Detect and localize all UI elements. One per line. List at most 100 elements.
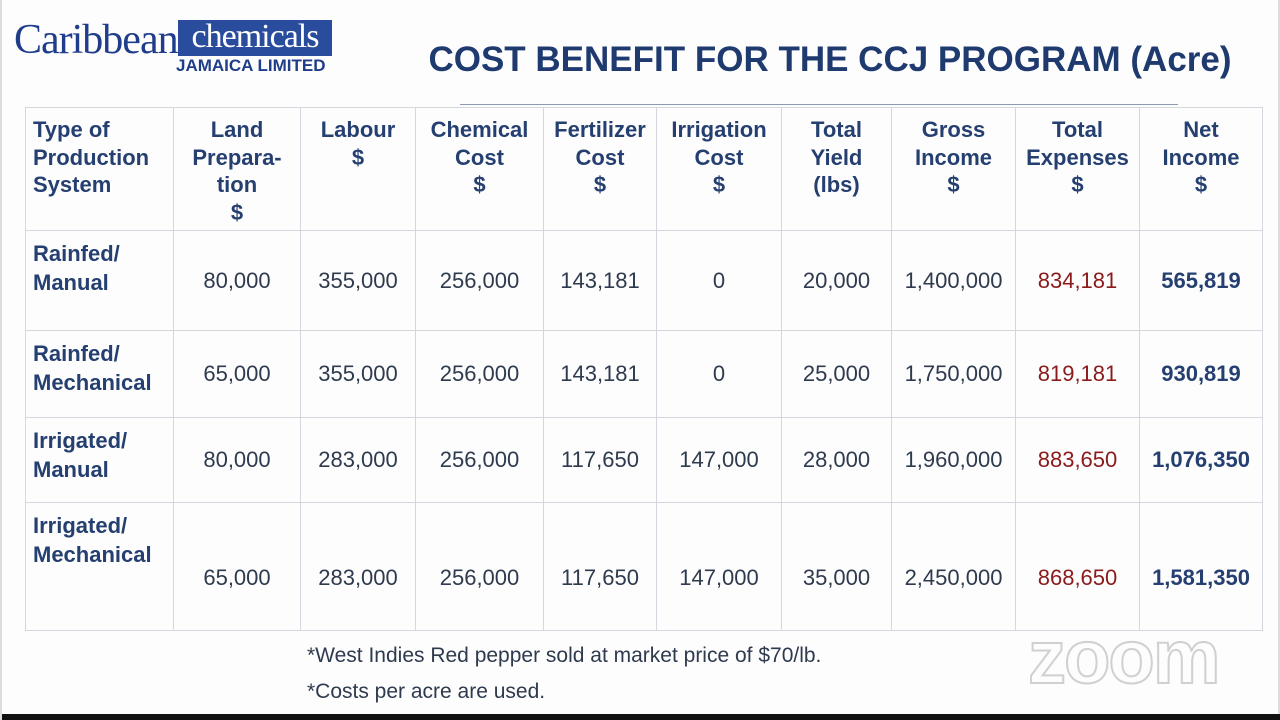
header-text: Income — [1162, 144, 1240, 170]
row-label-text: Manual — [33, 270, 109, 295]
header-cell: Net Income $ — [1139, 107, 1263, 231]
cell: 1,400,000 — [891, 230, 1016, 331]
cell: 20,000 — [781, 230, 892, 331]
bottom-bar — [2, 714, 1280, 720]
cell: 930,819 — [1139, 330, 1263, 418]
header-text: Cost — [575, 144, 625, 170]
row-label: Rainfed/Mechanical — [25, 330, 174, 418]
cell: 868,650 — [1015, 502, 1140, 631]
cell: 1,581,350 — [1139, 502, 1263, 631]
row-label-text: Irrigated/ — [33, 513, 128, 538]
header-text: Labour — [320, 117, 396, 142]
header-text: Fertilizer — [554, 117, 646, 142]
header-text: $ — [230, 199, 244, 225]
slide-title: COST BENEFIT FOR THE CCJ PROGRAM (Acre) — [428, 40, 1232, 79]
cell: 355,000 — [300, 330, 416, 418]
cell: 143,181 — [543, 230, 657, 331]
cell: 0 — [656, 230, 782, 331]
header-cell: Type of Production System — [25, 107, 174, 231]
header-text: Income — [914, 144, 993, 170]
cell: 1,076,350 — [1139, 417, 1263, 503]
cost-table: Type of Production System Land Prepara-tion $… — [25, 107, 1263, 631]
data-row: Irrigated/Manual 80,000 283,000 256,000 117,… — [25, 417, 1263, 503]
cell: 256,000 — [415, 230, 544, 331]
data-row: Irrigated/Mechanical 65,000 283,000 256,000… — [25, 502, 1263, 631]
cell: 256,000 — [415, 417, 544, 503]
header-text: Total — [1052, 117, 1103, 142]
cell: 80,000 — [173, 417, 301, 503]
cell: 147,000 — [656, 417, 782, 503]
cell: 834,181 — [1015, 230, 1140, 331]
cell: 117,650 — [543, 417, 657, 503]
header-text: $ — [351, 144, 365, 170]
row-label-text: Rainfed/ — [33, 241, 120, 266]
cell: 355,000 — [300, 230, 416, 331]
header-text: $ — [593, 172, 607, 197]
cell: 283,000 — [300, 417, 416, 503]
header-text: $ — [1071, 172, 1084, 197]
header-cell: Fertilizer Cost $ — [543, 107, 657, 231]
cell: 1,750,000 — [891, 330, 1016, 418]
header-cell: Labour $ — [300, 107, 416, 231]
cell: 883,650 — [1015, 417, 1140, 503]
logo-subtitle: JAMAICA LIMITED — [176, 56, 326, 75]
header-text: (lbs) — [813, 172, 860, 197]
cell: 1,960,000 — [891, 417, 1016, 503]
header-cell: Land Prepara-tion $ — [173, 107, 301, 231]
cell: 256,000 — [415, 502, 544, 631]
header-text: Production — [33, 144, 150, 170]
cell: 565,819 — [1139, 230, 1263, 331]
row-label-text: Manual — [33, 457, 109, 482]
header-text: Type of — [33, 117, 110, 142]
row-label-text: Mechanical — [33, 370, 152, 395]
cell: 0 — [656, 330, 782, 418]
cell: 283,000 — [300, 502, 416, 631]
logo-text: Caribbean — [14, 17, 179, 63]
header-cell: Chemical Cost $ — [415, 107, 544, 231]
header-text: Yield — [810, 144, 863, 170]
data-row: Rainfed/Mechanical 65,000 355,000 256,000 14… — [25, 330, 1263, 418]
header-text: Land — [210, 117, 264, 142]
header-text: tion — [216, 172, 258, 197]
cell: 147,000 — [656, 502, 782, 631]
watermark: zoom — [1027, 614, 1221, 701]
row-label-text: Irrigated/ — [33, 428, 128, 453]
header-cell: Total Yield (lbs) — [781, 107, 892, 231]
header-text: Cost — [455, 144, 504, 170]
footnote: *Costs per acre are used. — [307, 680, 546, 703]
cell: 2,450,000 — [891, 502, 1016, 631]
header-text: $ — [1194, 172, 1208, 197]
cell: 819,181 — [1015, 330, 1140, 418]
title-rule — [460, 104, 1178, 105]
header-text: Net — [1183, 117, 1219, 142]
data-row: Rainfed/Manual 80,000 355,000 256,000 143,18… — [25, 230, 1263, 331]
cell: 28,000 — [781, 417, 892, 503]
header-text: Total — [811, 117, 862, 142]
header-cell: Irrigation Cost $ — [656, 107, 782, 231]
cell: 65,000 — [173, 502, 301, 631]
header-text: Gross — [921, 117, 986, 142]
header-text: Expenses — [1026, 144, 1129, 170]
header-text: $ — [473, 172, 486, 197]
header-text: $ — [712, 172, 726, 197]
row-label: Irrigated/Mechanical — [25, 502, 174, 631]
header-text: Irrigation — [671, 117, 767, 142]
header-cell: Total Expenses $ — [1015, 107, 1140, 231]
row-label: Rainfed/Manual — [25, 230, 174, 331]
cell: 256,000 — [415, 330, 544, 418]
cell: 35,000 — [781, 502, 892, 631]
cell: 25,000 — [781, 330, 892, 418]
header-cell: Gross Income $ — [891, 107, 1016, 231]
row-label: Irrigated/Manual — [25, 417, 174, 503]
header-text: Prepara- — [192, 144, 282, 170]
footnote: *West Indies Red pepper sold at market p… — [307, 644, 822, 667]
header-text: System — [33, 172, 112, 197]
cell: 117,650 — [543, 502, 657, 631]
cell: 143,181 — [543, 330, 657, 418]
header-text: Chemical — [430, 117, 529, 142]
row-label-text: Rainfed/ — [33, 341, 120, 366]
header-row: Type of Production System Land Prepara-tion $… — [25, 107, 1263, 231]
cell: 65,000 — [173, 330, 301, 418]
